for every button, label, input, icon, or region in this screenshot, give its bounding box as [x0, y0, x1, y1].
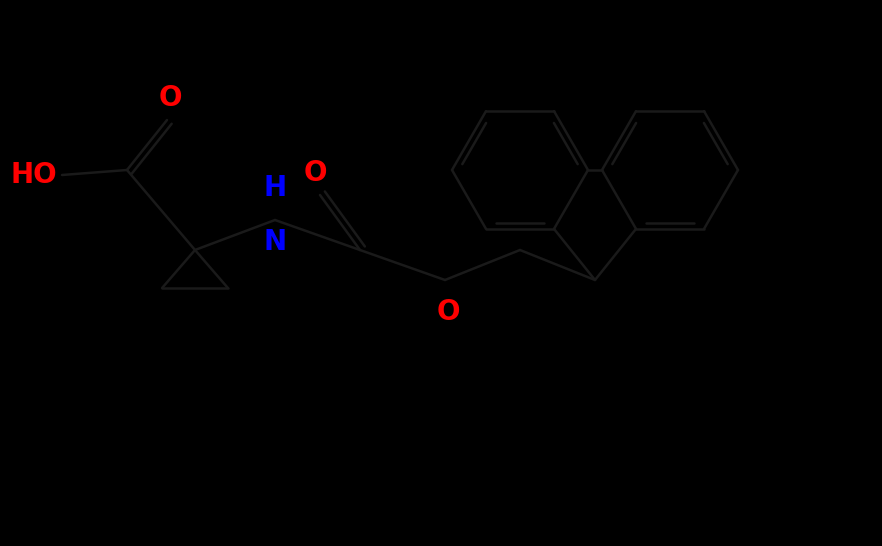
Text: H: H — [264, 174, 287, 202]
Text: O: O — [303, 159, 326, 187]
Text: O: O — [437, 298, 460, 326]
Text: HO: HO — [11, 161, 57, 189]
Text: N: N — [264, 228, 287, 256]
Text: O: O — [158, 84, 182, 112]
